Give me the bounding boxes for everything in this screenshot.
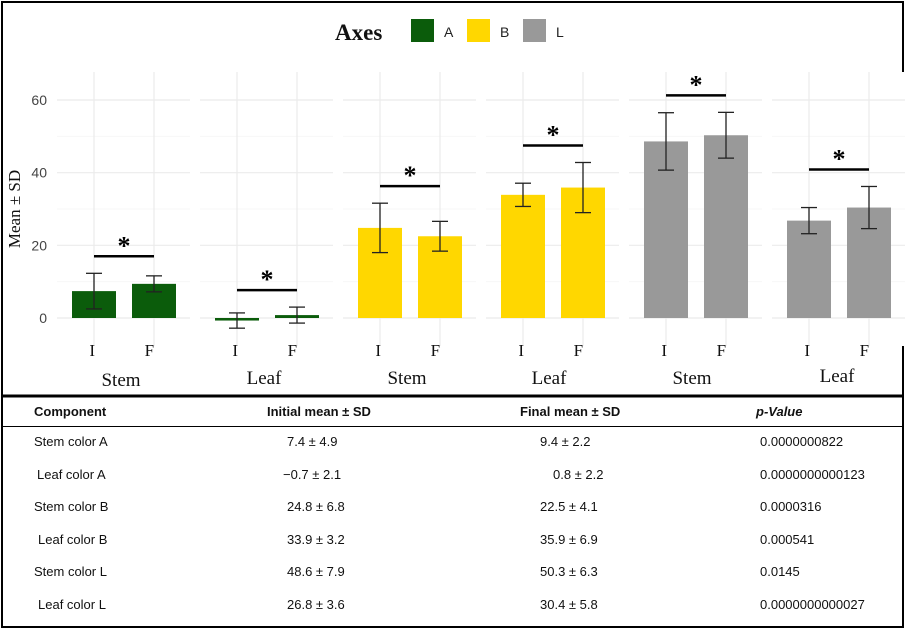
y-tick-label: 0 [39,310,47,326]
table-row: Stem color B 24.8 ± 6.8 22.5 ± 4.1 0.000031… [3,491,902,523]
category-label-I: I [232,341,238,360]
significance-star: * [833,144,846,173]
cell-final: 9.4 ± 2.2 [540,434,591,449]
panel-label-stem: Stem [672,368,711,389]
header-initial: Initial mean ± SD [267,404,371,419]
category-label-I: I [661,341,667,360]
table-row: Stem color A 7.4 ± 4.9 9.4 ± 2.2 0.00000008… [3,426,902,458]
cell-initial: 7.4 ± 4.9 [287,434,338,449]
cell-initial: 48.6 ± 7.9 [287,564,345,579]
chart-panels: I F * Stem I F * Leaf I F * Stem I F * Leaf I F * Stem I F * Le… [57,70,905,391]
category-label-F: F [431,341,440,360]
panel-label-leaf: Leaf [532,368,567,389]
category-label-I: I [518,341,524,360]
panel-5: I F * Stem [629,70,762,389]
table-row: Stem color L 48.6 ± 7.9 50.3 ± 6.3 0.0145 [3,556,902,588]
header-pvalue-text: p-Value [756,404,803,419]
y-tick-label: 20 [31,237,47,253]
category-label-F: F [717,341,726,360]
bar-L-stem-F [704,135,748,318]
cell-component: Stem color B [34,499,109,514]
legend-swatch-B [467,19,490,42]
panel-label-stem: Stem [101,370,140,391]
legend-label-B: B [500,24,509,40]
cell-pvalue: 0.000541 [760,531,815,547]
cell-component: Leaf color A [37,466,106,482]
category-label-F: F [288,341,297,360]
legend-title: Axes [335,20,382,45]
summary-table: Component Initial mean ± SD Final mean ±… [3,398,902,626]
bar-L-stem-I [644,141,688,318]
legend-swatch-A [411,19,434,42]
legend-label-A: A [444,24,454,40]
table-header: Component Initial mean ± SD Final mean ±… [3,398,902,427]
bar-chart: Axes A B L I F * Stem I F * Leaf I F * Stem I F * Leaf I F * S… [3,19,905,398]
legend: Axes A B L [335,19,564,45]
cell-initial: 24.8 ± 6.8 [287,499,345,514]
cell-pvalue: 0.0145 [760,564,800,579]
cell-component: Stem color A [34,434,108,449]
cell-component: Leaf color L [38,596,106,612]
header-pvalue: p-Value [756,398,802,426]
cell-final: 0.8 ± 2.2 [553,466,604,482]
cell-pvalue: 0.0000316 [760,499,822,514]
cell-pvalue: 0.0000000822 [760,434,844,449]
significance-star: * [118,231,131,260]
cell-initial: 33.9 ± 3.2 [287,531,345,547]
category-label-I: I [89,341,95,360]
bar-L-leaf-I [787,220,831,318]
significance-star: * [404,161,417,190]
y-axis-label: Mean ± SD [5,170,24,248]
panel-label-stem: Stem [387,368,426,389]
cell-initial: −0.7 ± 2.1 [283,466,342,482]
category-label-I: I [375,341,381,360]
panel-1: I F * Stem [57,72,190,391]
bar-B-leaf-I [501,194,545,318]
category-label-F: F [574,341,583,360]
significance-star: * [261,265,274,294]
significance-star: * [690,70,703,99]
cell-component: Stem color L [34,564,107,579]
y-axis: 0 20 40 60 Mean ± SD [5,92,47,326]
cell-pvalue: 0.0000000000123 [760,466,865,482]
header-final: Final mean ± SD [520,404,621,419]
cell-pvalue: 0.0000000000027 [760,596,865,612]
panel-3: I F * Stem [343,72,476,389]
panel-6: I F * Leaf [772,72,905,387]
y-tick-label: 60 [31,92,47,108]
table-row: Leaf color A −0.7 ± 2.1 0.8 ± 2.2 0.0000000… [3,459,902,491]
category-label-F: F [145,341,154,360]
cell-component: Leaf color B [38,531,108,547]
cell-final: 50.3 ± 6.3 [540,564,598,579]
cell-final: 22.5 ± 4.1 [540,499,598,514]
table-row: Leaf color B 33.9 ± 3.2 35.9 ± 6.9 0.000541 [3,524,902,556]
significance-star: * [547,120,560,149]
cell-final: 30.4 ± 5.8 [540,596,598,612]
panel-2: I F * Leaf [200,72,333,389]
panel-label-leaf: Leaf [820,366,855,387]
category-label-I: I [804,341,810,360]
header-component: Component [34,404,107,419]
legend-swatch-L [523,19,546,42]
y-tick-label: 40 [31,165,47,181]
table-row: Leaf color L 26.8 ± 3.6 30.4 ± 5.8 0.000000… [3,589,902,621]
cell-initial: 26.8 ± 3.6 [287,596,345,612]
category-label-F: F [860,341,869,360]
legend-label-L: L [556,24,564,40]
cell-final: 35.9 ± 6.9 [540,531,598,547]
panel-4: I F * Leaf [486,72,619,389]
panel-label-leaf: Leaf [247,368,282,389]
